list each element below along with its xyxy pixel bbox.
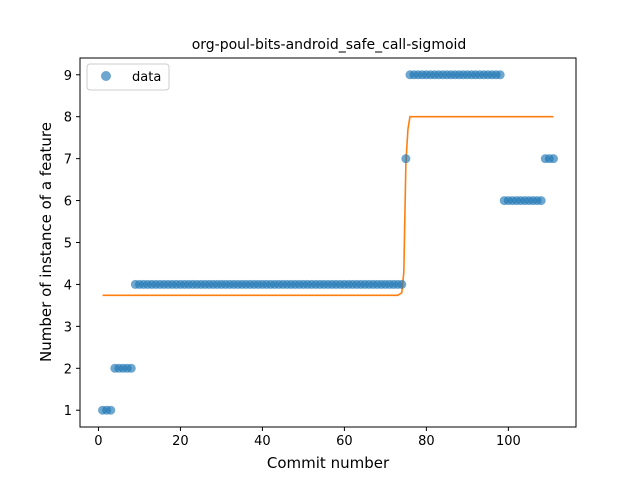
- legend-box: [86, 63, 170, 91]
- y-tick-label: 2: [64, 362, 72, 377]
- data-point: [397, 279, 407, 289]
- x-tick-label: 0: [94, 434, 102, 449]
- legend-label-data: data: [132, 70, 161, 85]
- legend: data: [86, 63, 170, 91]
- y-axis-label: Number of instance of a feature: [37, 122, 55, 362]
- plot-area: 0 20 40 60 80 100 1 2 3 4 5 6 7 8 9: [64, 57, 577, 449]
- chart-title: org-poul-bits-android_safe_call-sigmoid: [192, 37, 467, 53]
- x-tick-label: 60: [336, 434, 353, 449]
- y-tick-label: 4: [64, 278, 72, 293]
- data-point: [126, 363, 136, 373]
- legend-marker-data: [101, 71, 111, 81]
- data-point: [106, 405, 116, 415]
- y-tick-label: 8: [64, 111, 72, 126]
- y-tick-label: 3: [64, 320, 72, 335]
- y-tick-label: 9: [64, 69, 72, 84]
- data-point: [401, 154, 411, 164]
- axis-ticks: 0 20 40 60 80 100 1 2 3 4 5 6 7 8 9: [64, 69, 521, 449]
- y-tick-label: 5: [64, 237, 72, 252]
- x-axis-label: Commit number: [267, 454, 390, 472]
- data-point: [548, 154, 558, 164]
- y-tick-label: 7: [64, 153, 72, 168]
- data-point: [495, 70, 505, 80]
- x-tick-label: 40: [254, 434, 271, 449]
- fit-line-layer: [102, 115, 554, 297]
- data-point: [536, 196, 546, 206]
- fit-line: [102, 115, 554, 297]
- data-points-layer: [98, 70, 558, 415]
- x-tick-label: 20: [172, 434, 189, 449]
- x-tick-label: 100: [496, 434, 521, 449]
- y-tick-label: 6: [64, 195, 72, 210]
- y-tick-label: 1: [64, 404, 72, 419]
- plot-frame: [79, 57, 577, 428]
- x-tick-label: 80: [418, 434, 435, 449]
